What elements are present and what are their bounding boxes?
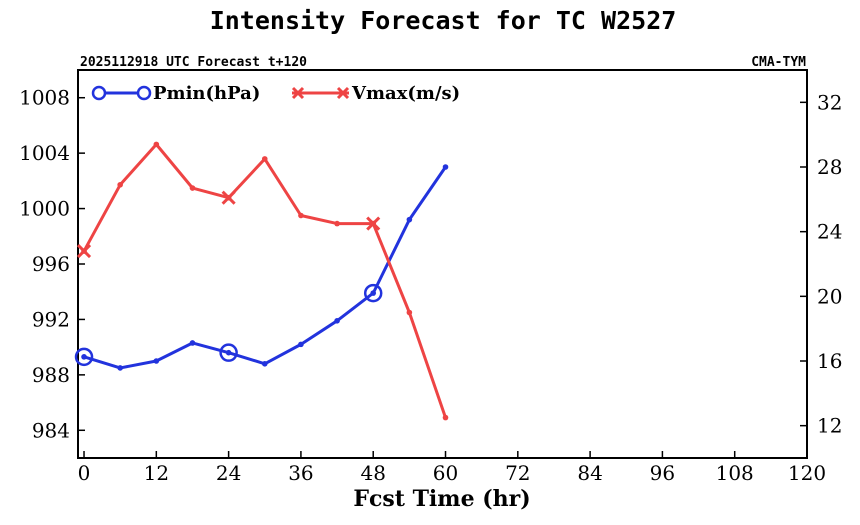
marker-stroke (221, 190, 236, 205)
chart-title: Intensity Forecast for TC W2527 (210, 6, 677, 35)
pmin-point (334, 318, 340, 324)
pmin-point (298, 341, 304, 348)
pmin-point (189, 340, 196, 346)
vmax-marker (76, 244, 92, 259)
x-tick-label: 36 (288, 461, 313, 485)
x-tick-label: 24 (216, 461, 241, 485)
y-right-tick-label: 12 (817, 414, 842, 438)
legend-pmin-marker (136, 85, 152, 101)
marker-stroke (291, 86, 305, 100)
pmin-point (406, 216, 413, 223)
y-left-tick-label: 992 (32, 307, 70, 331)
pmin-point (261, 360, 268, 367)
vmax-point (153, 141, 160, 148)
model-name-label: CMA-TYM (751, 55, 806, 70)
ticks-layer: 0 12 24 36 48 60 72 84 96 108 120 984 988 992 996 1000 1… (19, 86, 842, 485)
marker-stroke (76, 244, 92, 259)
legend-vmax-marker (291, 86, 305, 100)
vmax-line (82, 142, 447, 419)
y-right-tick-label: 24 (817, 220, 842, 244)
pmin-marker (74, 347, 94, 367)
vmax-point (298, 212, 304, 219)
y-left-tick-label: 1000 (19, 197, 70, 221)
x-tick-label: 60 (433, 461, 458, 485)
pmin-point (225, 349, 232, 356)
vmax-point (406, 309, 413, 316)
marker-stroke (336, 86, 350, 100)
plot-frame (77, 69, 808, 459)
forecast-time-label: 2025112918 UTC Forecast t+120 (80, 55, 307, 70)
pmin-marker (219, 343, 238, 362)
y-left-tick-label: 996 (32, 252, 70, 276)
vmax-marker (221, 190, 236, 205)
vmax-marker (366, 216, 381, 231)
pmin-point (117, 365, 123, 371)
legend-vmax-label: Vmax(m/s) (351, 83, 460, 104)
vmax-point (261, 156, 268, 162)
x-tick-label: 84 (577, 461, 602, 485)
y-right-tick-label: 32 (817, 90, 842, 114)
x-tick-label: 72 (505, 461, 530, 485)
x-tick-label: 48 (360, 461, 385, 485)
pmin-point (81, 354, 87, 360)
x-axis-label: Fcst Time (hr) (353, 486, 530, 512)
x-tick-label: 120 (788, 461, 826, 485)
y-right-tick-label: 28 (817, 155, 842, 179)
y-right-tick-label: 16 (817, 349, 842, 373)
marker-stroke (366, 216, 381, 231)
pmin-point (153, 358, 160, 364)
legend-pmin-label: Pmin(hPa) (153, 83, 260, 104)
y-left-tick-label: 984 (32, 418, 70, 442)
pmin-point (442, 164, 449, 170)
y-left-tick-label: 1008 (19, 86, 70, 110)
vmax-point (442, 414, 449, 421)
legend: Pmin(hPa) Vmax(m/s) (91, 83, 460, 104)
legend-vmax-marker (336, 86, 350, 100)
x-tick-label: 0 (78, 461, 91, 485)
x-tick-label: 12 (144, 461, 169, 485)
x-tick-label: 108 (716, 461, 754, 485)
y-right-tick-label: 20 (817, 284, 842, 308)
pmin-marker (363, 283, 383, 303)
y-left-tick-label: 1004 (19, 141, 70, 165)
y-left-tick-label: 988 (32, 363, 70, 387)
vmax-point (334, 220, 340, 227)
x-tick-label: 96 (650, 461, 675, 485)
vmax-point (117, 181, 123, 188)
pmin-point (370, 290, 377, 296)
vmax-point (189, 185, 196, 191)
series-layer (74, 141, 449, 421)
legend-pmin-marker (91, 85, 107, 101)
